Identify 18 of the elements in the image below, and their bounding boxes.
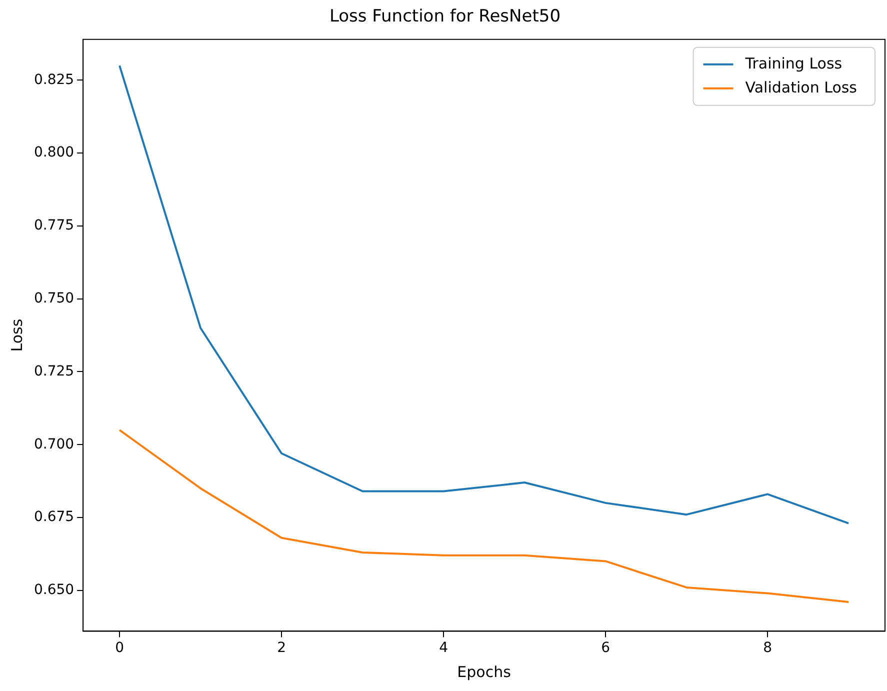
y-axis-title: Loss xyxy=(8,318,26,352)
y-tick-label: 0.675 xyxy=(34,509,74,526)
y-tick-label: 0.800 xyxy=(34,144,74,161)
y-tick-label: 0.700 xyxy=(34,436,74,452)
y-tick-label: 0.750 xyxy=(34,290,74,306)
x-tick-label: 6 xyxy=(601,640,610,656)
chart-title: Loss Function for ResNet50 xyxy=(329,6,561,27)
x-axis-title: Epochs xyxy=(457,662,512,681)
y-tick-label: 0.825 xyxy=(34,72,74,88)
y-tick-label: 0.650 xyxy=(34,582,74,598)
x-tick-label: 2 xyxy=(277,640,286,656)
x-tick-label: 8 xyxy=(763,640,772,656)
legend-label: Validation Loss xyxy=(745,78,858,96)
x-tick-label: 4 xyxy=(439,640,448,656)
legend-label: Training Loss xyxy=(744,54,842,72)
y-tick-label: 0.725 xyxy=(34,363,74,380)
x-tick-label: 0 xyxy=(115,640,124,656)
y-tick-label: 0.775 xyxy=(34,218,74,234)
